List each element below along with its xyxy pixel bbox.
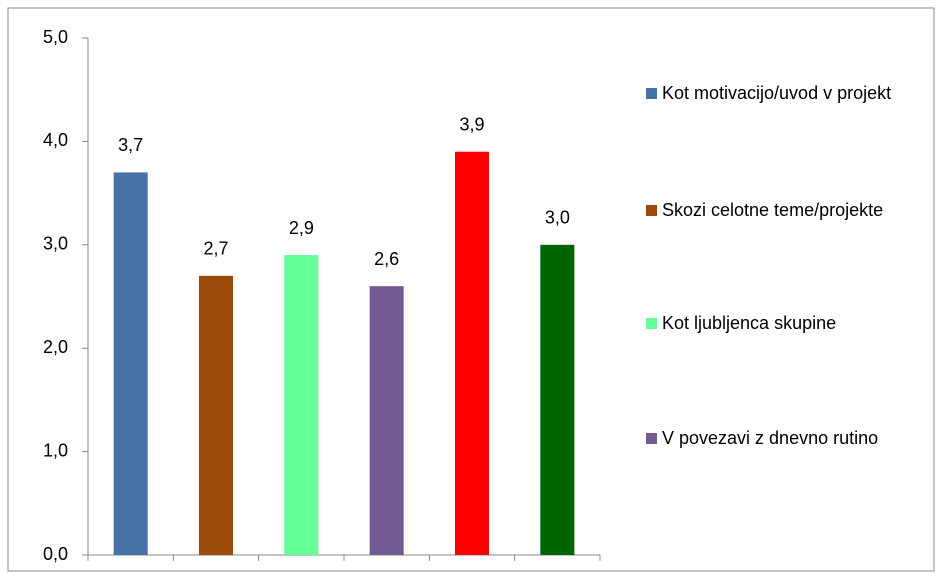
- y-tick-label: 1,0: [43, 440, 68, 460]
- legend-swatch: [646, 88, 657, 99]
- value-label: 3,9: [459, 114, 484, 134]
- y-tick-label: 5,0: [43, 27, 68, 47]
- bar: [113, 172, 148, 556]
- legend-label: V povezavi z dnevno rutino: [662, 428, 879, 448]
- value-label: 2,7: [203, 239, 228, 259]
- value-label: 2,9: [289, 218, 314, 238]
- bar: [455, 151, 489, 556]
- bar: [199, 275, 233, 555]
- value-label: 2,6: [374, 249, 399, 269]
- bar: [284, 255, 319, 555]
- value-label: 3,7: [118, 135, 143, 155]
- bar: [369, 286, 404, 555]
- y-tick-label: 4,0: [43, 130, 68, 150]
- y-tick-label: 3,0: [43, 234, 68, 254]
- value-label: 3,0: [545, 208, 570, 228]
- y-tick-label: 2,0: [43, 337, 68, 357]
- legend-swatch: [646, 318, 657, 329]
- y-tick-label: 0,0: [43, 544, 68, 564]
- legend-swatch: [646, 205, 657, 216]
- bar: [540, 244, 575, 556]
- legend-label: Skozi celotne teme/projekte: [662, 200, 884, 220]
- legend-entry: Kot motivacijo/uvod v projekt: [646, 80, 911, 106]
- legend-entry: V povezavi z dnevno rutino: [646, 425, 911, 451]
- legend-swatch: [646, 433, 657, 444]
- legend-entry: Skozi celotne teme/projekte: [646, 197, 911, 223]
- chart-frame: [7, 7, 935, 572]
- legend-label: Kot ljubljenca skupine: [662, 313, 837, 333]
- legend-label: Kot motivacijo/uvod v projekt: [662, 83, 892, 103]
- legend-entry: Kot ljubljenca skupine: [646, 310, 911, 336]
